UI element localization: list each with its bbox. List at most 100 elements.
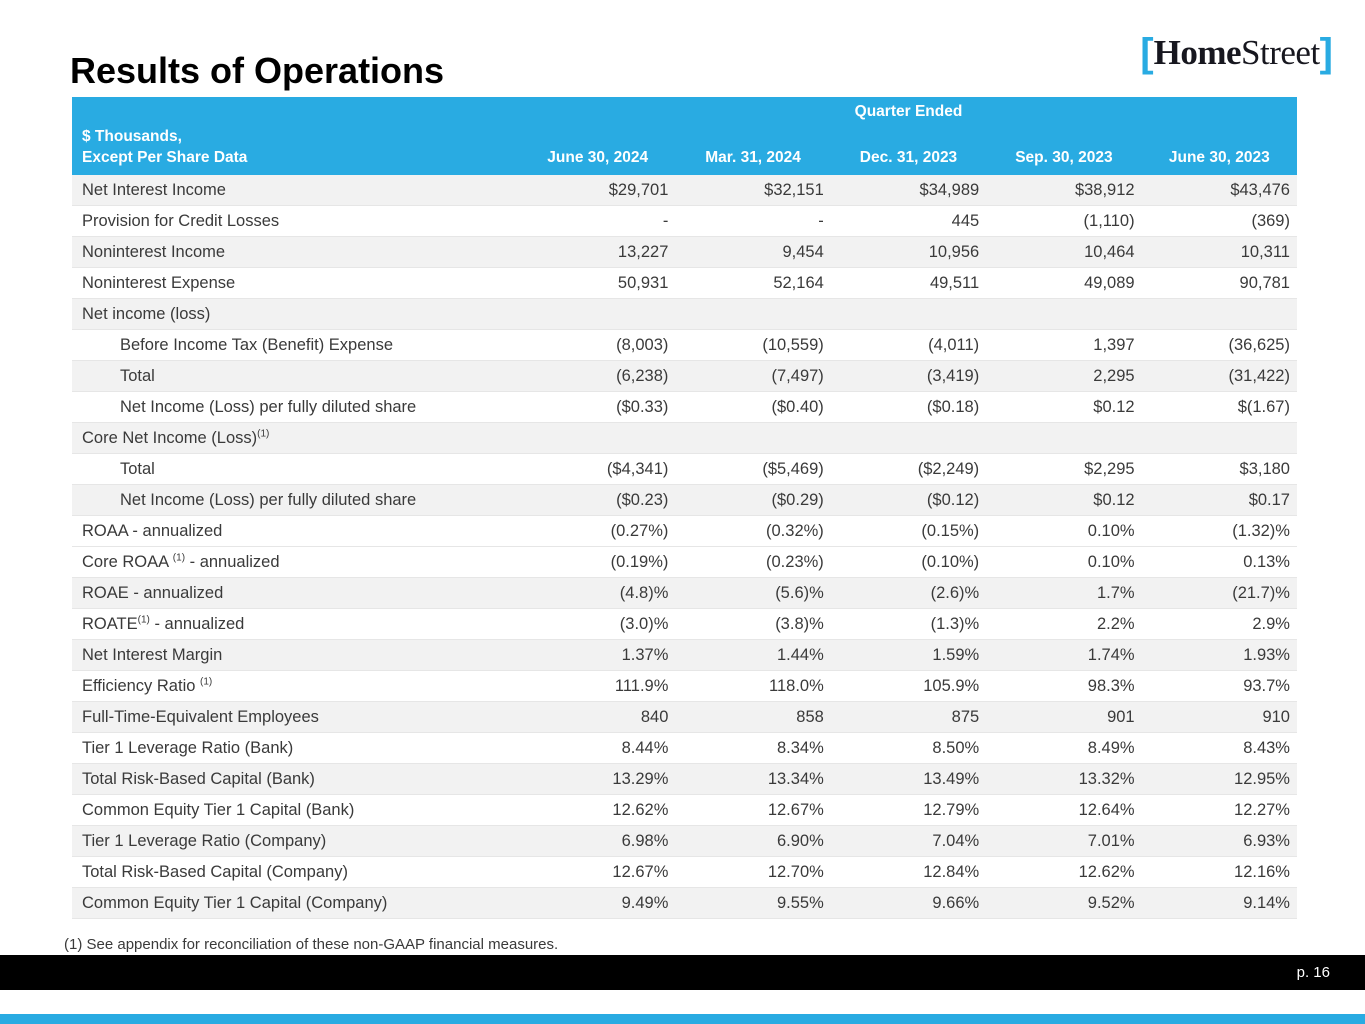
table-cell: 13.34% xyxy=(767,769,824,788)
table-cell: 9,454 xyxy=(782,242,824,261)
table-cell: - xyxy=(662,211,669,230)
table-cell: 13.32% xyxy=(1078,769,1135,788)
footnote: (1) See appendix for reconciliation of t… xyxy=(64,936,559,953)
row-label: ROAE - annualized xyxy=(82,583,224,602)
quarter-ended-header: Quarter Ended xyxy=(854,103,963,120)
table-cell: 10,956 xyxy=(928,242,980,261)
table-cell: $32,151 xyxy=(764,180,824,199)
table-cell: 8.43% xyxy=(1243,738,1290,757)
row-label: Net Income (Loss) per fully diluted shar… xyxy=(120,397,417,416)
table-cell: 0.13% xyxy=(1243,552,1290,571)
table-row: Tier 1 Leverage Ratio (Bank) 8.44% 8.34% 8.… xyxy=(72,733,1297,764)
table-cell: ($5,469) xyxy=(762,459,824,478)
table-cell: $43,476 xyxy=(1230,180,1290,199)
column-header-q1: June 30, 2024 xyxy=(547,149,649,166)
table-cell: 13,227 xyxy=(617,242,669,261)
table-cell: 1.74% xyxy=(1087,645,1135,664)
table-cell: (3.8)% xyxy=(775,614,824,633)
row-label: Full-Time-Equivalent Employees xyxy=(82,707,319,726)
table-row: Noninterest Expense 50,931 52,164 49,511 49,… xyxy=(72,268,1297,299)
table-cell: 9.52% xyxy=(1087,893,1135,912)
footnote-marker: (1) xyxy=(172,552,186,563)
row-label: Net Income (Loss) per fully diluted shar… xyxy=(120,490,417,509)
table-cell: 1.37% xyxy=(621,645,669,664)
table-cell: 8.49% xyxy=(1087,738,1135,757)
table-cell: ($0.29) xyxy=(771,490,824,509)
table-cell: 12.84% xyxy=(923,862,980,881)
table-cell: 52,164 xyxy=(773,273,824,292)
table-cell: 111.9% xyxy=(614,676,669,695)
row-label: Common Equity Tier 1 Capital (Company) xyxy=(82,893,388,912)
column-headers-row: June 30, 2024 Mar. 31, 2024 Dec. 31, 202… xyxy=(72,149,1297,167)
table-cell: (0.23%) xyxy=(766,552,824,571)
footer-bar: p. 16 xyxy=(0,955,1365,990)
table-cell: (1.32)% xyxy=(1232,521,1290,540)
table-cell: 12.62% xyxy=(612,800,669,819)
table-row: Before Income Tax (Benefit) Expense (8,00… xyxy=(72,330,1297,361)
table-cell: 2.2% xyxy=(1096,614,1135,633)
row-label: Total Risk-Based Capital (Bank) xyxy=(82,769,315,788)
table-cell: $0.17 xyxy=(1248,490,1290,509)
table-cell: 13.49% xyxy=(923,769,980,788)
row-label: Core ROAA (1) - annualized xyxy=(82,552,280,571)
table-cell: (36,625) xyxy=(1228,335,1290,354)
table-cell: ($0.23) xyxy=(616,490,669,509)
table-cell: 0.10% xyxy=(1087,552,1135,571)
table-cell: 9.49% xyxy=(621,893,669,912)
table-section-row: Core Net Income (Loss)(1) xyxy=(72,423,1297,454)
table-cell: 1.44% xyxy=(777,645,824,664)
logo-left-bracket: [ xyxy=(1140,31,1154,75)
table-cell: 858 xyxy=(796,707,824,726)
table-cell: $3,180 xyxy=(1239,459,1290,478)
table-cell: 9.55% xyxy=(777,893,824,912)
table-cell: (0.27%) xyxy=(610,521,669,540)
table-cell: 118.0% xyxy=(769,676,824,695)
row-label: Tier 1 Leverage Ratio (Bank) xyxy=(82,738,294,757)
table-cell: $29,701 xyxy=(608,180,669,199)
table-cell: (31,422) xyxy=(1228,366,1290,385)
logo-right-bracket: ] xyxy=(1319,31,1333,75)
table-cell: ($0.18) xyxy=(926,397,980,416)
footnote-marker: (1) xyxy=(257,428,270,439)
row-label: Noninterest Expense xyxy=(82,273,236,292)
table-cell: 8.34% xyxy=(777,738,824,757)
results-of-operations-table: Quarter Ended $ Thousands, Except Per Sh… xyxy=(72,97,1297,919)
footnote-marker: (1) xyxy=(200,676,213,687)
page-title: Results of Operations xyxy=(70,50,445,91)
table-cell: 90,781 xyxy=(1239,273,1290,292)
table-cell: (369) xyxy=(1251,211,1290,230)
row-label: Efficiency Ratio (1) xyxy=(82,676,213,695)
table-cell: ($4,341) xyxy=(606,459,669,478)
table-cell: 10,464 xyxy=(1084,242,1135,261)
table-cell: 2,295 xyxy=(1093,366,1135,385)
table-cell: 1,397 xyxy=(1093,335,1135,354)
page-number: p. 16 xyxy=(1296,964,1330,981)
table-row: Total Risk-Based Capital (Bank) 13.29% 13.… xyxy=(72,764,1297,795)
table-cell: 840 xyxy=(640,707,669,726)
table-cell: 1.7% xyxy=(1096,583,1135,602)
table-cell: $2,295 xyxy=(1084,459,1135,478)
table-cell: $0.12 xyxy=(1093,397,1135,416)
row-label: ROATE(1) - annualized xyxy=(82,614,245,633)
table-row: Common Equity Tier 1 Capital (Company) 9.… xyxy=(72,888,1297,919)
row-label: Total Risk-Based Capital (Company) xyxy=(82,862,348,881)
row-label: Core Net Income (Loss)(1) xyxy=(82,428,270,447)
table-cell: (10,559) xyxy=(762,335,824,354)
table-cell: 12.62% xyxy=(1078,862,1135,881)
table-cell: (0.15%) xyxy=(921,521,980,540)
logo-street-text: Street xyxy=(1241,33,1320,72)
table-cell: ($0.33) xyxy=(616,397,669,416)
table-cell: ($2,249) xyxy=(917,459,980,478)
row-label: Provision for Credit Losses xyxy=(82,211,280,230)
table-cell: $34,989 xyxy=(919,180,980,199)
logo-home-text: Home xyxy=(1153,33,1242,72)
table-cell: (5.6)% xyxy=(775,583,824,602)
table-cell: (7,497) xyxy=(771,366,824,385)
table-cell: 6.93% xyxy=(1243,831,1290,850)
table-cell: 7.04% xyxy=(932,831,980,850)
table-cell: (3.0)% xyxy=(619,614,669,633)
table-cell: (8,003) xyxy=(616,335,669,354)
table-cell: 12.95% xyxy=(1234,769,1290,788)
table-cell: 6.90% xyxy=(777,831,824,850)
